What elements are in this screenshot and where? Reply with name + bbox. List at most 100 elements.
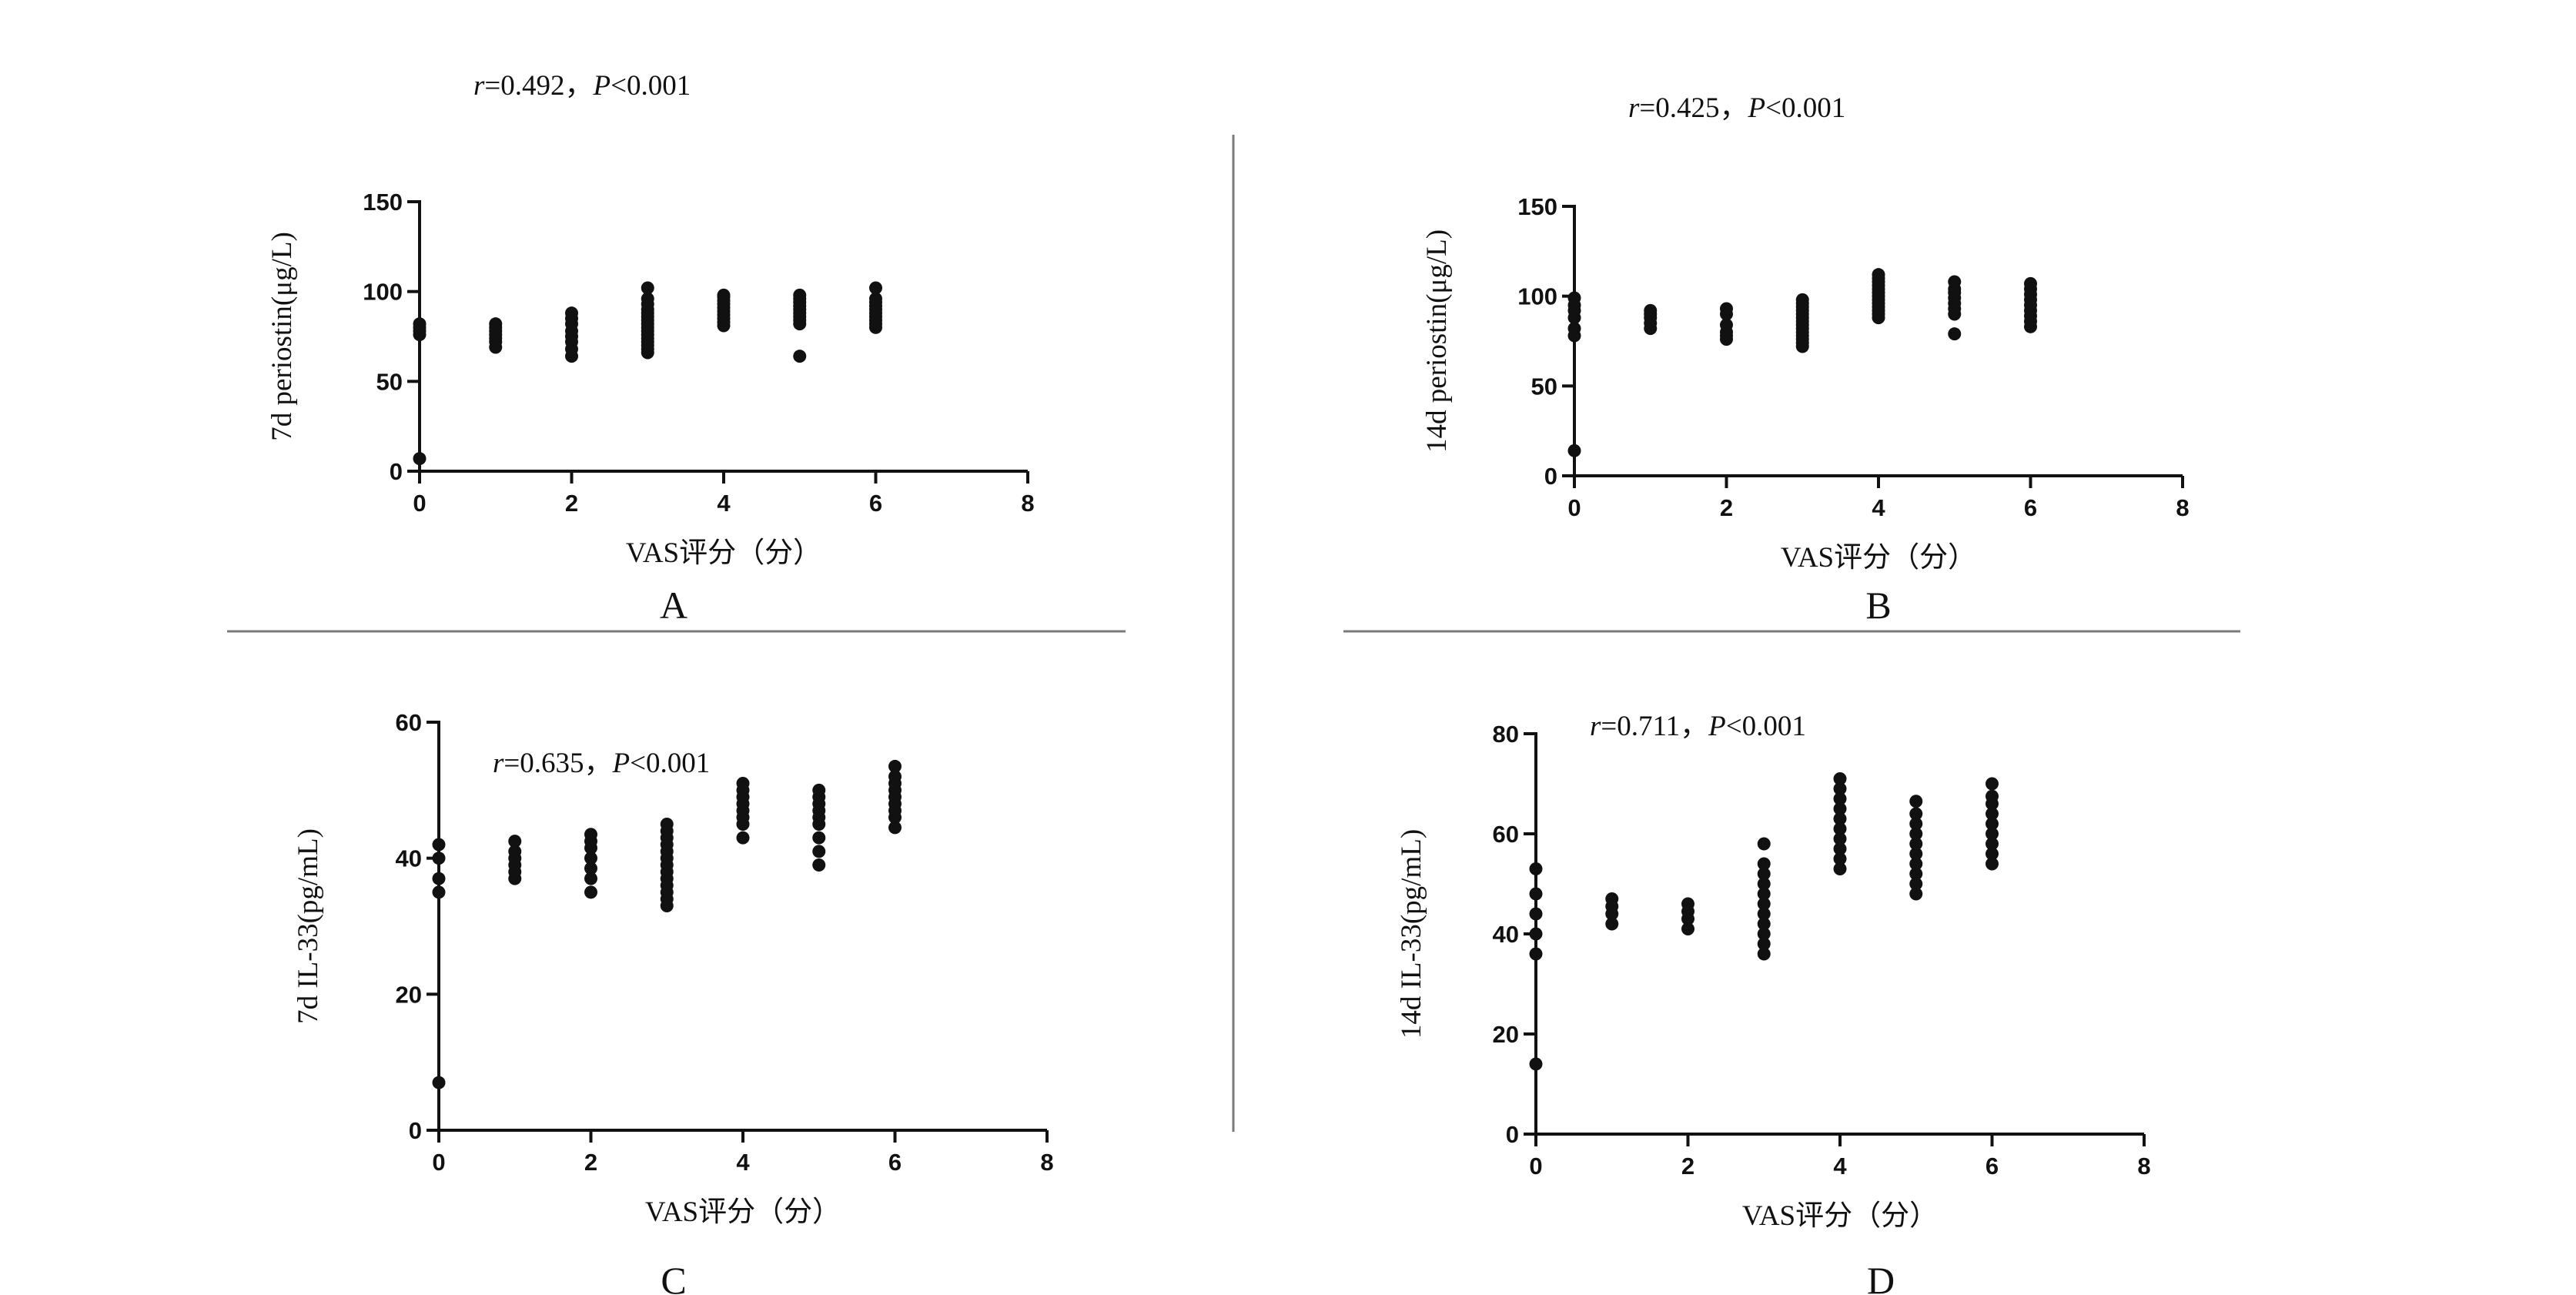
panel-label: D: [1867, 1259, 1895, 1295]
data-point: [641, 281, 654, 295]
data-point: [1833, 812, 1847, 825]
data-point: [717, 288, 731, 302]
data-point: [1757, 897, 1771, 911]
x-tick-label: 0: [1567, 494, 1581, 521]
data-point: [660, 818, 674, 831]
data-point: [1757, 947, 1771, 961]
data-point: [1948, 327, 1962, 341]
data-point: [812, 845, 826, 858]
data-point: [1567, 291, 1581, 305]
data-point: [1909, 877, 1923, 891]
data-point: [1909, 837, 1923, 851]
data-point: [1986, 827, 1999, 841]
correlation-annotation: r=0.492，P<0.001: [473, 70, 691, 102]
data-point: [1986, 837, 1999, 851]
scatter-panel-a: 0 2 4 6 8 0 50 100 150 VAS评分（分） 7d periostin(μg/L)…: [266, 70, 1035, 627]
data-point: [1833, 832, 1847, 845]
y-tick-label: 60: [396, 709, 422, 736]
data-point: [1986, 777, 1999, 791]
data-point: [565, 306, 578, 320]
scatter-panel-c: 0 2 4 6 8 0 20 40 60 VAS评分（分） 7d IL-33(pg/mL) r=0.6…: [293, 709, 1054, 1295]
data-point: [1757, 907, 1771, 921]
data-point: [1833, 852, 1847, 865]
data-point: [1833, 792, 1847, 805]
annotation-r-text: =0.635，: [503, 748, 612, 779]
annotation-r-symbol: r: [1590, 711, 1601, 742]
data-point: [432, 852, 446, 865]
annotation-p-text: <0.001: [1726, 711, 1806, 742]
annotation-r-text: =0.492，: [484, 70, 593, 102]
data-point: [1986, 807, 1999, 821]
data-point: [888, 770, 902, 784]
annotation-p-symbol: P: [593, 70, 611, 102]
data-point: [1757, 837, 1771, 851]
data-point: [584, 885, 597, 899]
scatter-panel-b: 0 2 4 6 8 0 50 100 150 VAS评分（分） 14d periostin(μg/L…: [1421, 92, 2190, 627]
data-point: [1757, 937, 1771, 951]
y-tick-label: 0: [409, 1117, 422, 1144]
y-axis-label: 7d periostin(μg/L): [266, 232, 298, 441]
data-point: [1795, 293, 1809, 306]
data-point: [1909, 887, 1923, 901]
data-point: [869, 292, 882, 306]
data-point: [1757, 857, 1771, 871]
data-point: [793, 288, 807, 302]
y-tick-label: 100: [1517, 283, 1557, 310]
x-tick-label: 8: [2137, 1153, 2150, 1180]
x-tick-label: 2: [584, 1149, 597, 1176]
data-point: [489, 317, 503, 331]
data-point: [432, 838, 446, 852]
annotation-r-text: =0.711，: [1601, 711, 1708, 742]
data-point: [1986, 847, 1999, 861]
correlation-annotation: r=0.711，P<0.001: [1590, 711, 1806, 742]
y-tick-label: 0: [1506, 1121, 1519, 1148]
data-point: [1833, 822, 1847, 835]
annotation-p-text: <0.001: [611, 70, 691, 102]
data-point: [432, 872, 446, 885]
data-point: [2024, 276, 2037, 290]
data-point: [584, 852, 597, 865]
annotation-r-symbol: r: [493, 748, 504, 779]
data-point: [869, 281, 882, 295]
data-point: [1909, 807, 1923, 821]
annotation-p-symbol: P: [1708, 711, 1726, 742]
x-tick-label: 0: [413, 490, 426, 517]
y-tick-label: 0: [1544, 463, 1557, 490]
y-tick-label: 20: [1493, 1021, 1519, 1048]
data-point: [812, 858, 826, 872]
data-point: [1909, 847, 1923, 861]
data-point: [1757, 917, 1771, 931]
y-tick-label: 100: [363, 279, 403, 306]
data-point: [1644, 303, 1658, 317]
data-point: [1529, 1057, 1543, 1071]
y-axis-label: 14d periostin(μg/L): [1421, 229, 1453, 453]
data-point: [1909, 817, 1923, 831]
data-point: [1757, 927, 1771, 941]
data-point: [888, 759, 902, 773]
x-axis-label: VAS评分（分）: [645, 1196, 841, 1228]
x-tick-label: 2: [565, 490, 578, 517]
data-point: [1529, 887, 1543, 901]
x-tick-label: 2: [1681, 1153, 1694, 1180]
x-axis-label: VAS评分（分）: [626, 537, 821, 569]
x-tick-label: 8: [1021, 490, 1034, 517]
y-axis-label: 14d IL-33(pg/mL): [1396, 829, 1427, 1039]
data-point: [1567, 322, 1581, 336]
data-point: [1757, 887, 1771, 901]
data-point: [1833, 772, 1847, 785]
x-tick-label: 8: [1040, 1149, 1053, 1176]
x-tick-label: 4: [736, 1149, 750, 1176]
data-point: [1757, 867, 1771, 881]
data-point: [1529, 927, 1543, 941]
y-tick-label: 0: [390, 458, 403, 485]
y-tick-label: 50: [1531, 373, 1557, 400]
data-point: [1909, 867, 1923, 881]
annotation-p-symbol: P: [1748, 92, 1766, 124]
annotation-r-symbol: r: [1628, 92, 1640, 124]
data-point: [1833, 842, 1847, 855]
y-tick-label: 150: [1517, 193, 1557, 220]
data-point: [1909, 795, 1923, 808]
y-tick-label: 80: [1493, 721, 1519, 748]
